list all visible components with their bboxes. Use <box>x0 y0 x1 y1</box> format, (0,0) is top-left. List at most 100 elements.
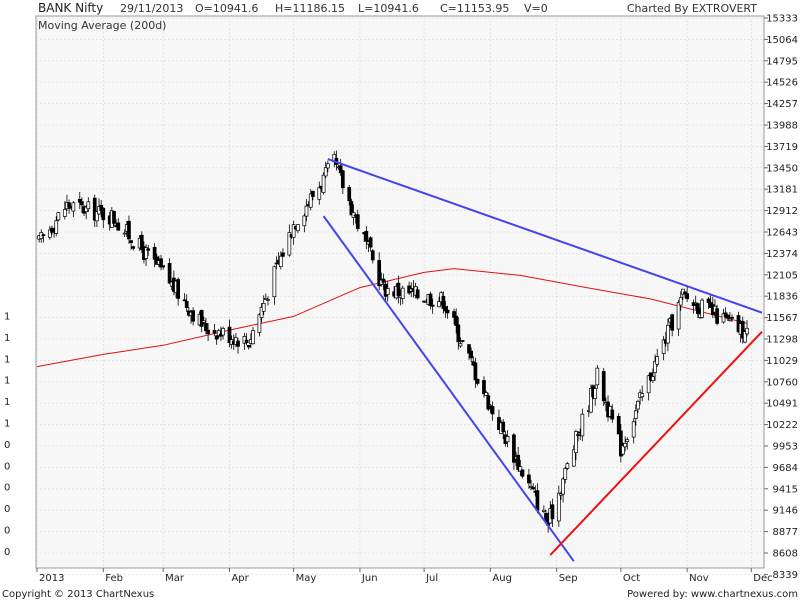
x-tick-label: Oct <box>623 573 640 584</box>
x-tick-label: Dec <box>753 573 772 584</box>
candle-body <box>415 289 420 299</box>
candle-body <box>204 323 208 332</box>
candle-body <box>302 215 307 227</box>
candle-body <box>443 306 448 312</box>
y-tick-label: 11298 <box>766 335 798 346</box>
candle-body <box>246 344 251 348</box>
candle-body <box>484 392 488 396</box>
candle-body <box>385 288 390 295</box>
candle-body <box>589 388 593 413</box>
candle-body <box>486 395 491 410</box>
candle-body <box>323 167 328 177</box>
moving-average-legend: Moving Average (200d) <box>38 19 166 32</box>
candle-body <box>278 255 283 268</box>
candle-body <box>676 302 681 330</box>
candle-body <box>296 224 300 232</box>
left-axis-label: 1 <box>4 397 10 408</box>
candle-body <box>700 299 704 318</box>
candle-body <box>54 220 59 234</box>
candle-body <box>62 209 67 217</box>
left-axis-label: 1 <box>4 419 10 430</box>
candle-body <box>261 302 266 312</box>
candle-body <box>191 310 195 322</box>
candle-body <box>576 434 580 437</box>
trendline-upper-resistance <box>327 158 763 314</box>
y-tick-label: 12643 <box>766 228 798 239</box>
y-tick-label: 15064 <box>766 35 798 46</box>
candle-body <box>317 187 322 200</box>
left-axis-label: 0 <box>4 504 10 515</box>
candle-body <box>244 339 249 344</box>
candle-body <box>101 207 106 221</box>
candle-body <box>740 320 745 339</box>
powered-by-label: Powered by: www.chartnexus.com <box>627 589 798 600</box>
candle-body <box>308 193 313 208</box>
candle-body <box>139 234 144 250</box>
x-tick-label: Feb <box>105 573 123 584</box>
candle-body <box>92 197 97 221</box>
y-tick-label: 14526 <box>766 78 798 89</box>
candle-body <box>574 431 578 454</box>
candle-body <box>291 224 296 238</box>
candle-body <box>430 304 435 307</box>
candle-body <box>41 234 46 236</box>
candle-body <box>745 327 749 335</box>
candle-body <box>445 309 450 314</box>
candle-body <box>482 380 486 395</box>
candle-body <box>321 174 326 193</box>
charted-by-label: Charted By EXTROVERT <box>627 2 757 15</box>
candle-body <box>71 202 76 212</box>
candle-body <box>636 400 640 410</box>
candle-body <box>458 343 463 347</box>
y-tick-label: 14795 <box>766 56 798 67</box>
left-axis-label: 0 <box>4 461 10 472</box>
candle-body <box>473 362 478 381</box>
symbol-label: BANK Nifty <box>38 1 103 15</box>
x-tick-label: Jun <box>361 573 378 584</box>
candle-body <box>441 295 446 309</box>
candle-body <box>122 232 127 235</box>
y-tick-label: 11029 <box>766 356 798 367</box>
candle-body <box>311 190 315 197</box>
candle-body <box>84 206 89 212</box>
candle-body <box>529 486 533 488</box>
candle-body <box>338 165 343 174</box>
candle-body <box>349 201 354 216</box>
left-axis-label: 1 <box>4 333 10 344</box>
candle-body <box>127 220 131 240</box>
left-axis-label: 1 <box>4 354 10 365</box>
x-tick-label: 2013 <box>39 573 64 584</box>
candle-body <box>437 301 441 308</box>
candle-body <box>377 260 382 287</box>
candle-body <box>216 330 221 337</box>
candle-body <box>695 303 700 314</box>
candle-body <box>259 307 264 318</box>
candle-body <box>227 326 232 343</box>
candle-body <box>467 344 471 354</box>
candle-body <box>221 328 225 336</box>
candle-body <box>152 246 157 260</box>
date-label: 29/11/2013 <box>120 2 183 15</box>
volume-label: V=0 <box>524 2 548 15</box>
candle-body <box>542 509 546 512</box>
x-tick-label: Mar <box>165 573 185 584</box>
y-tick-label: 11836 <box>766 292 798 303</box>
left-axis: 1 1 1 1 1 1 0 0 0 0 0 0 <box>4 312 10 558</box>
x-tick-label: Nov <box>689 573 709 584</box>
y-tick-label: 8339 <box>773 570 798 581</box>
candle-body <box>116 222 121 231</box>
candle-body <box>601 371 606 402</box>
grid-lines <box>36 16 764 575</box>
x-tick-label: Jul <box>425 573 438 584</box>
candle-body <box>67 202 71 208</box>
candle-body <box>678 297 683 306</box>
y-tick-label: 9684 <box>773 463 798 474</box>
candle-body <box>272 266 277 298</box>
candle-body <box>621 445 625 455</box>
candle-body <box>685 293 689 300</box>
candle-body <box>257 314 262 333</box>
moving-average-line <box>36 268 748 368</box>
left-axis-label: 0 <box>4 526 10 537</box>
candle-body <box>488 405 493 407</box>
